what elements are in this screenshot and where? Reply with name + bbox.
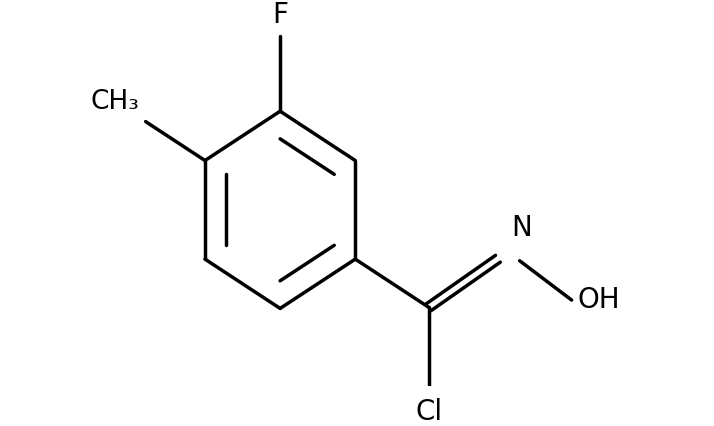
Text: N: N: [511, 214, 532, 242]
Text: F: F: [272, 1, 288, 29]
Text: OH: OH: [578, 286, 620, 314]
Text: CH₃: CH₃: [90, 89, 139, 115]
Text: Cl: Cl: [415, 397, 442, 426]
